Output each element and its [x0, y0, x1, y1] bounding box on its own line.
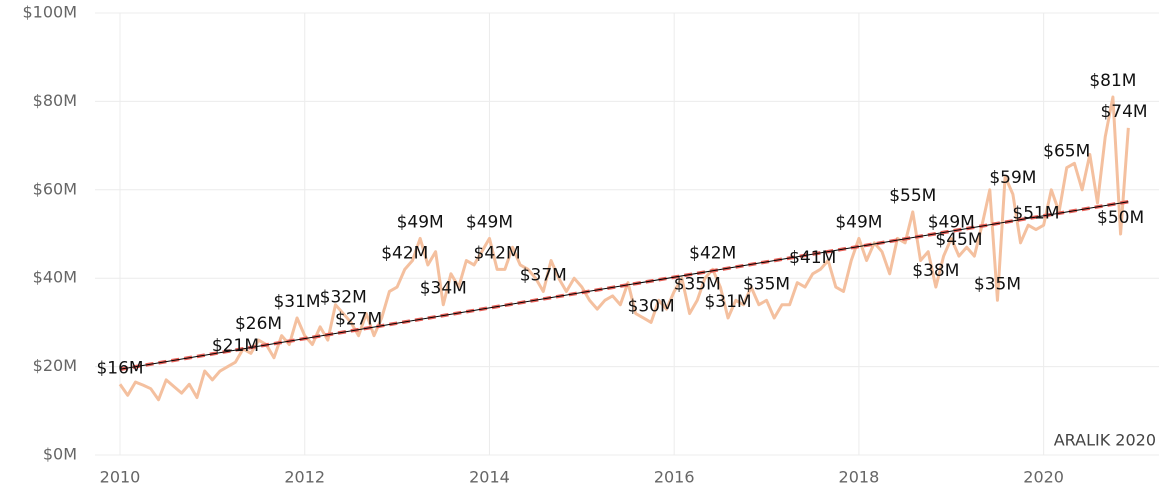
data-label: $30M — [628, 296, 675, 316]
data-label: $51M — [1012, 204, 1059, 224]
data-label: $35M — [974, 274, 1021, 294]
data-label: $55M — [889, 186, 936, 206]
data-label: $27M — [335, 310, 382, 330]
x-tick-label: 2012 — [284, 468, 325, 487]
data-label: $42M — [474, 243, 521, 263]
data-label: $49M — [835, 212, 882, 232]
data-label: $16M — [96, 358, 143, 378]
data-label: $31M — [273, 292, 320, 312]
y-tick-label: $0M — [43, 445, 77, 464]
trendline-core — [119, 201, 1129, 370]
data-label: $37M — [520, 265, 567, 285]
data-label: $41M — [789, 248, 836, 268]
x-tick-label: 2016 — [654, 468, 695, 487]
x-tick-label: 2020 — [1023, 468, 1064, 487]
data-label: $35M — [674, 274, 721, 294]
data-label: $32M — [320, 288, 367, 308]
x-tick-label: 2018 — [839, 468, 880, 487]
data-label: $38M — [912, 261, 959, 281]
annotation: ARALIK 2020 — [1054, 431, 1156, 450]
data-label: $42M — [689, 243, 736, 263]
x-tick-label: 2014 — [469, 468, 510, 487]
data-label: $50M — [1097, 208, 1144, 228]
y-tick-label: $20M — [33, 356, 77, 375]
y-tick-label: $60M — [33, 179, 77, 198]
data-label: $45M — [935, 230, 982, 250]
data-label: $49M — [397, 212, 444, 232]
data-label: $34M — [420, 279, 467, 299]
data-label: $49M — [466, 212, 513, 232]
y-tick-label: $40M — [33, 268, 77, 287]
data-label: $74M — [1100, 102, 1147, 122]
data-label: $49M — [928, 212, 975, 232]
y-tick-label: $80M — [33, 91, 77, 110]
data-label: $35M — [743, 274, 790, 294]
data-label: $81M — [1089, 71, 1136, 91]
data-label: $42M — [381, 243, 428, 263]
data-label: $26M — [235, 314, 282, 334]
data-label: $65M — [1043, 142, 1090, 162]
data-label: $59M — [989, 168, 1036, 188]
x-tick-label: 2010 — [100, 468, 141, 487]
y-tick-label: $100M — [22, 3, 77, 22]
data-label: $31M — [704, 292, 751, 312]
grid — [95, 12, 1159, 456]
data-label: $21M — [212, 336, 259, 356]
